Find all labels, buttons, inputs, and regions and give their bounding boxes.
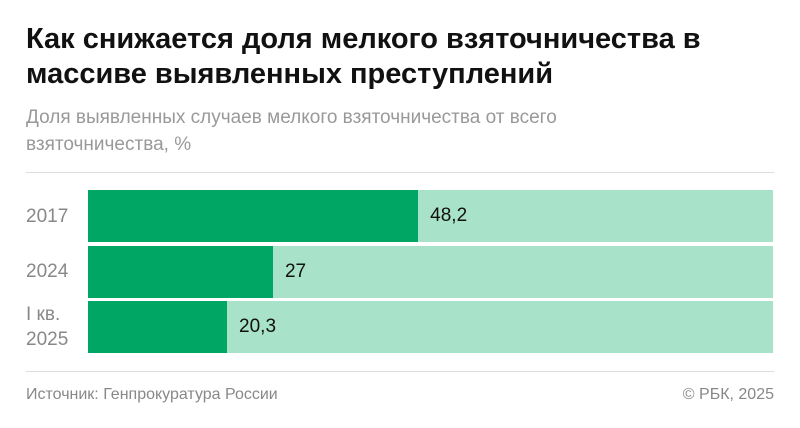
credit: © РБК, 2025 <box>682 386 774 403</box>
chart-title: Как снижается доля мелкого взяточничеств… <box>26 23 701 90</box>
value-label: 27 <box>284 260 307 282</box>
value-label: 48,2 <box>430 205 468 226</box>
divider <box>26 172 774 173</box>
value-label: 20,3 <box>239 316 277 337</box>
source: Источник: Генпрокуратура России <box>26 386 278 403</box>
y-tick-label: 2017 <box>26 205 69 227</box>
y-tick-label: 2024 <box>26 261 69 282</box>
bar <box>88 301 228 353</box>
y-tick-label: I кв. 2025 <box>26 304 69 350</box>
bar <box>88 245 273 298</box>
divider <box>26 371 774 372</box>
chart-subtitle: Доля выявленных случаев мелкого взяточни… <box>26 107 557 155</box>
bar <box>88 190 419 242</box>
